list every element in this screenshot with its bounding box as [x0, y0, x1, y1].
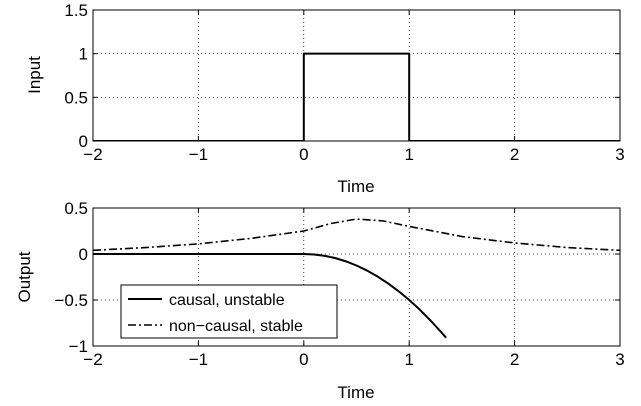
- output-x-tick-label: 0: [299, 350, 308, 369]
- output-ticks: [92, 207, 621, 347]
- legend-label-causal: causal, unstable: [169, 292, 285, 309]
- input-x-tick-label: −2: [83, 145, 102, 164]
- input-y-tick-label: 0.5: [64, 88, 88, 107]
- input-ticks: [92, 9, 621, 142]
- output-y-tick-labels: −1 −0.5 0 0.5: [54, 199, 88, 356]
- input-series: [93, 52, 620, 141]
- output-panel: −2 −1 0 1 2 3 −1−0.500.5 Time Output causal, …: [15, 199, 625, 402]
- output-x-tick-label: 3: [615, 350, 624, 369]
- input-y-tick-labels: 0 0.5 1 1.5: [64, 1, 88, 151]
- output-y-tick-label: 0: [79, 245, 88, 264]
- input-x-tick-label: 2: [510, 145, 519, 164]
- input-x-tick-label: 0: [299, 145, 308, 164]
- output-series-line-solid: [93, 253, 447, 339]
- input-x-tick-label: 3: [615, 145, 624, 164]
- output-axes-frame: [92, 207, 621, 347]
- output-grid: [93, 208, 620, 346]
- input-axes-frame: [92, 9, 621, 142]
- output-x-tick-labels: −2 −1 0 1 2 3: [83, 350, 624, 369]
- input-y-tick-label: 1: [79, 45, 88, 64]
- output-series: [93, 218, 620, 339]
- output-y-axis-label: Output: [15, 251, 34, 302]
- input-series-line-solid: [93, 52, 620, 141]
- input-x-axis-label: Time: [337, 177, 374, 196]
- input-x-tick-labels: −2 −1 0 1 2 3: [83, 145, 624, 164]
- output-y-tick-label: −1: [69, 337, 88, 356]
- output-legend: causal, unstable non−causal, stable: [120, 284, 338, 339]
- input-x-tick-label: −1: [189, 145, 208, 164]
- output-x-tick-label: 1: [404, 350, 413, 369]
- output-x-axis-label: Time: [337, 383, 374, 402]
- input-x-tick-label: 1: [404, 145, 413, 164]
- input-y-axis-label: Input: [25, 56, 44, 94]
- output-x-tick-label: −1: [189, 350, 208, 369]
- input-y-tick-label: 1.5: [64, 1, 88, 20]
- legend-box: [120, 284, 338, 339]
- input-panel: −2 −1 0 1 2 3 0 0.5 1 1.5 Time Input: [25, 1, 625, 196]
- output-x-tick-label: −2: [83, 350, 102, 369]
- input-y-tick-label: 0: [79, 132, 88, 151]
- output-x-tick-label: 2: [510, 350, 519, 369]
- output-y-tick-label: 0.5: [64, 199, 88, 218]
- legend-label-noncausal: non−causal, stable: [169, 318, 303, 335]
- input-plot-background: [93, 10, 620, 141]
- output-y-tick-label: −0.5: [54, 291, 88, 310]
